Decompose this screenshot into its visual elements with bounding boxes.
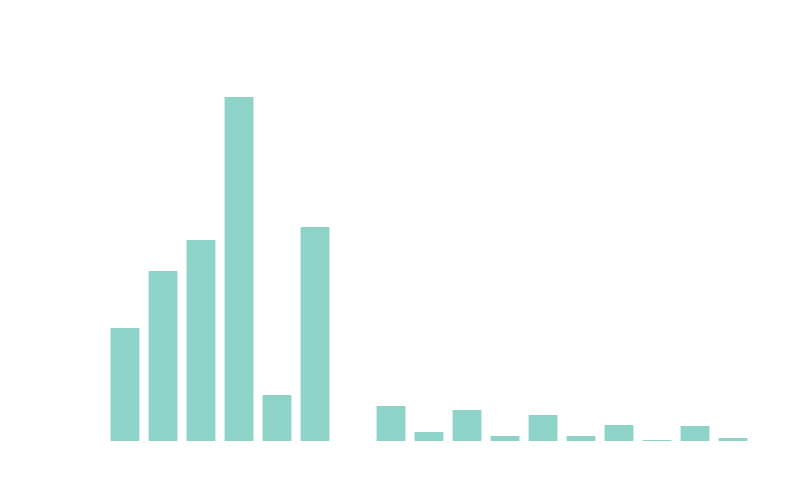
bar	[376, 406, 406, 441]
bar	[148, 271, 178, 441]
bar	[414, 432, 444, 441]
bar	[490, 436, 520, 441]
bar	[186, 240, 216, 441]
bar	[452, 410, 482, 441]
bar	[680, 426, 710, 441]
bar	[718, 438, 748, 441]
bar	[300, 227, 330, 441]
bar	[110, 328, 140, 441]
bar	[262, 395, 292, 441]
bar	[566, 436, 596, 441]
bar	[528, 415, 558, 441]
bar	[604, 425, 634, 441]
bar	[224, 97, 254, 441]
bar	[642, 440, 672, 441]
